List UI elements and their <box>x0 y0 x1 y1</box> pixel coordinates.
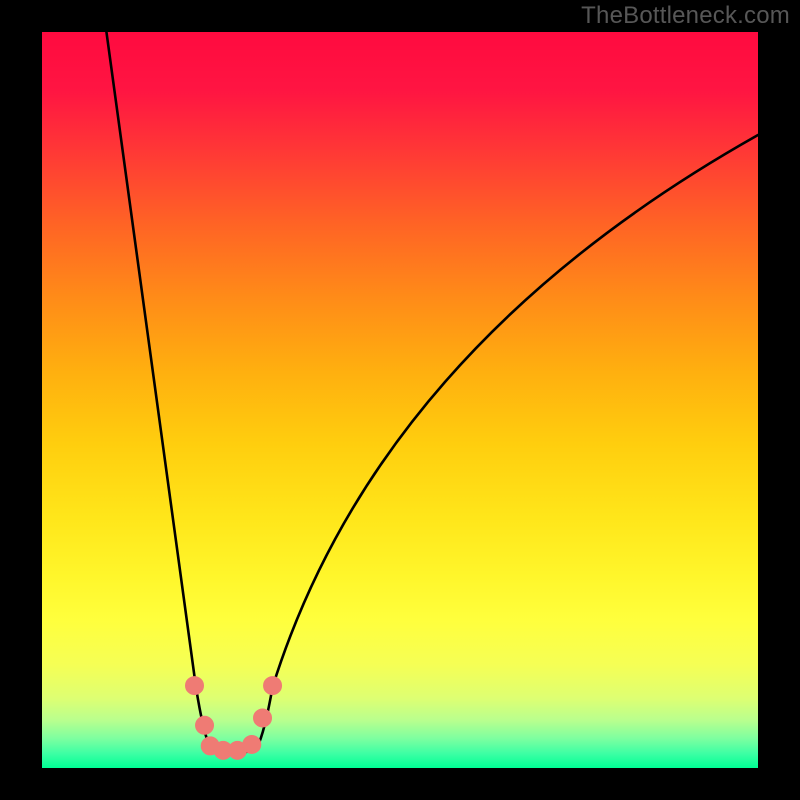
plot-area <box>42 32 758 768</box>
curve-markers <box>186 677 282 760</box>
curve-marker <box>186 677 204 695</box>
chart-stage: TheBottleneck.com <box>0 0 800 800</box>
watermark-text: TheBottleneck.com <box>581 2 790 30</box>
curve-marker <box>254 709 272 727</box>
curve-marker <box>243 735 261 753</box>
curve-layer <box>42 32 758 768</box>
curve-marker <box>196 716 214 734</box>
curve-marker <box>264 677 282 695</box>
bottleneck-curve <box>106 32 758 754</box>
